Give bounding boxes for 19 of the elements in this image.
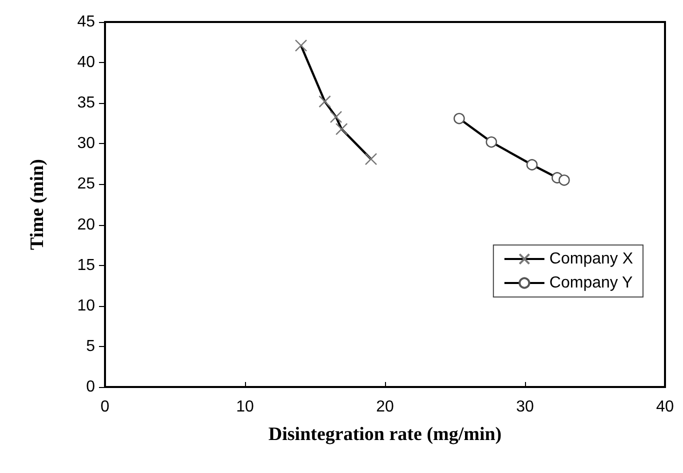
y-tick-label: 5 <box>86 338 96 355</box>
y-tick-label: 0 <box>86 378 96 396</box>
x-tick-label: 0 <box>100 398 110 416</box>
y-tick-label: 40 <box>77 54 96 72</box>
y-tick-label: 45 <box>77 14 96 30</box>
y-tick-label: 25 <box>77 176 96 193</box>
y-tick-label: 20 <box>77 216 96 234</box>
legend-label: Company X <box>549 250 634 268</box>
x-tick-label: 10 <box>236 398 254 416</box>
x-tick-label: 20 <box>376 398 394 416</box>
x-axis-title: Disintegration rate (mg/min) <box>268 424 502 445</box>
x-tick-label: 30 <box>516 398 534 416</box>
y-axis-title: Time (min) <box>27 159 48 250</box>
y-tick-label: 10 <box>77 297 96 314</box>
y-tick-label: 35 <box>77 94 96 112</box>
y-tick-label: 15 <box>77 256 96 274</box>
x-tick-label: 40 <box>656 398 674 416</box>
y-tick-label: 30 <box>77 135 96 152</box>
legend-label: Company Y <box>549 274 634 292</box>
